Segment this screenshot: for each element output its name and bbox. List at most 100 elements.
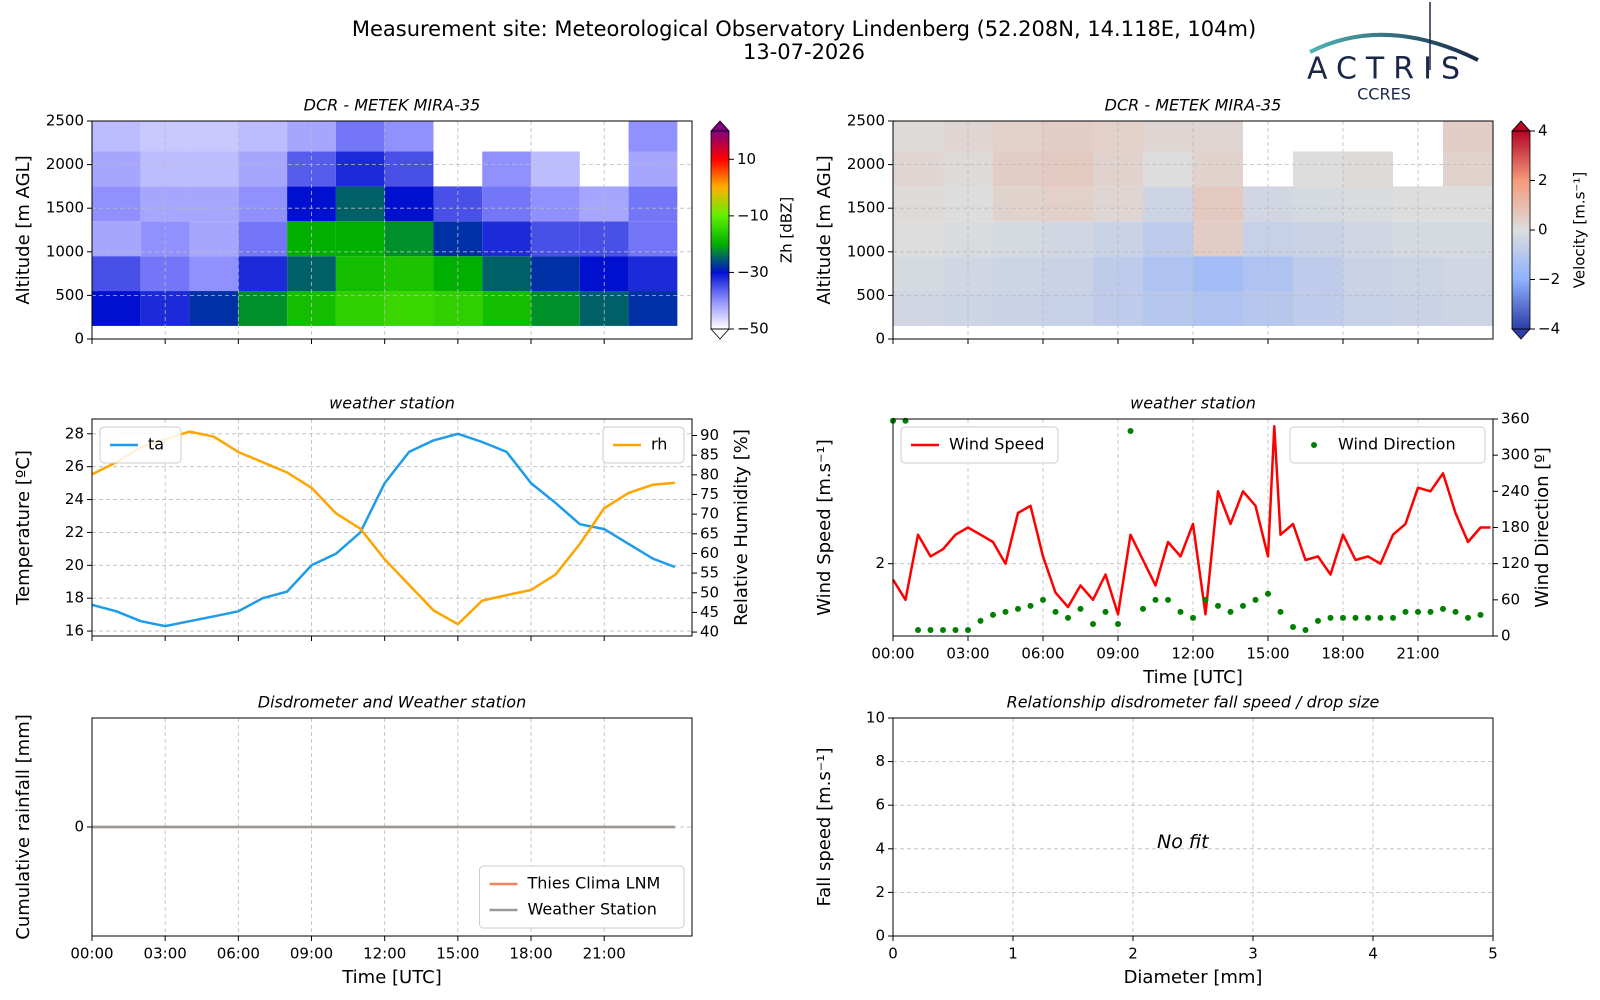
y-tick-label: 2000	[46, 155, 84, 173]
heatmap-cell	[1043, 151, 1093, 187]
y2-tick-label: 80	[700, 465, 719, 483]
data-point	[1365, 614, 1371, 621]
heatmap-cell	[893, 151, 943, 187]
data-point	[1415, 608, 1421, 615]
y-tick-label: 0	[875, 330, 885, 348]
y-axis-label: Altitude [m AGL]	[13, 155, 34, 304]
heatmap-cell	[1293, 151, 1343, 187]
heatmap-cell	[335, 121, 385, 152]
axes-frame	[91, 120, 693, 340]
data-point	[1427, 608, 1434, 615]
legend: ta	[99, 426, 182, 464]
heatmap-cell	[993, 221, 1043, 257]
x-tick-label: 00:00	[871, 645, 914, 663]
y-tick-label: 28	[65, 424, 84, 442]
heatmap-cell	[384, 221, 434, 257]
heatmap-cell	[482, 186, 532, 222]
heatmap-cell	[482, 151, 532, 187]
x-tick-label: 06:00	[1021, 645, 1064, 663]
heatmap-cell	[993, 256, 1043, 292]
heatmap-cell	[893, 256, 943, 292]
x-tick-label: 21:00	[1396, 645, 1439, 663]
data-point	[1340, 614, 1346, 621]
data-point	[1327, 614, 1334, 621]
x-axis-label: Time [UTC]	[1142, 667, 1243, 688]
y-axis-label: Altitude [m AGL]	[814, 155, 835, 304]
heatmap-cell	[628, 186, 678, 222]
y2-tick-label: 240	[1501, 482, 1530, 500]
y-tick-label: 1000	[847, 242, 885, 260]
y-tick-label: 0	[74, 330, 84, 348]
panel: Relationship disdrometer fall speed / dr…	[814, 693, 1498, 989]
data-point	[1227, 608, 1234, 615]
colorbar-tick-label: 10	[737, 150, 756, 168]
y-tick-label: 0	[875, 927, 885, 945]
heatmap-cell	[531, 256, 580, 292]
heatmap-cell	[189, 291, 239, 326]
y-tick-label: 0	[74, 818, 84, 836]
y-tick-label: 20	[65, 556, 84, 574]
heatmap-cell	[1143, 121, 1193, 152]
data-point	[1090, 620, 1096, 627]
panel: Disdrometer and Weather station 00:00 03:0…	[13, 693, 693, 988]
data-point	[990, 611, 996, 618]
data-point	[1465, 614, 1471, 621]
colorbar-tick-label: 4	[1538, 122, 1548, 140]
legend: rh	[602, 426, 685, 464]
heatmap-cell	[92, 121, 141, 152]
heatmap-cell	[1193, 121, 1243, 152]
heatmap-cell	[531, 151, 580, 187]
panel-title: weather station	[1130, 394, 1256, 413]
data-point	[1027, 602, 1034, 609]
heatmap-cell	[993, 151, 1043, 187]
colorbar-tick-label: 2	[1538, 171, 1548, 189]
x-tick-label: 18:00	[509, 945, 552, 963]
heatmap-cell	[1193, 291, 1243, 326]
colorbar	[711, 131, 729, 329]
data-point	[1040, 596, 1046, 603]
data-point	[1002, 608, 1009, 615]
data-point	[1277, 608, 1284, 615]
y2-tick-label: 70	[700, 505, 719, 523]
colorbar-tick-label: 0	[1538, 221, 1548, 239]
heatmap-cell	[238, 186, 288, 222]
legend-label: Weather Station	[528, 900, 657, 919]
data-point	[1315, 617, 1321, 624]
heatmap-cell	[335, 186, 385, 222]
data-point	[1252, 596, 1259, 603]
data-point	[1115, 620, 1121, 627]
data-point	[1240, 602, 1246, 609]
y-tick-label: 500	[55, 286, 84, 304]
heatmap-cell	[1343, 151, 1393, 187]
y-tick-label: 6	[875, 796, 885, 814]
heatmap-cell	[1343, 221, 1393, 257]
y-tick-label: 2000	[847, 155, 885, 173]
y2-tick-label: 40	[700, 623, 719, 641]
heatmap-cell	[1193, 221, 1243, 257]
data-point	[1052, 608, 1059, 615]
y-axis-label: Temperature [ºC]	[13, 450, 34, 606]
heatmap-cell	[92, 186, 141, 222]
heatmap-cell	[1293, 221, 1343, 257]
y-tick-label: 16	[65, 622, 84, 640]
data-point	[1015, 605, 1021, 612]
y-tick-label: 2500	[847, 112, 885, 130]
legend-label: Wind Speed	[949, 435, 1044, 454]
heatmap-cell	[628, 121, 678, 152]
panel-title: weather station	[329, 394, 455, 413]
heatmap-cell	[1193, 186, 1243, 222]
heatmap-cell	[92, 256, 141, 292]
y-tick-label: 1000	[46, 242, 84, 260]
data-point	[1452, 608, 1459, 615]
heatmap-cell	[1443, 256, 1493, 292]
y2-tick-label: 120	[1501, 554, 1530, 572]
data-point	[977, 617, 984, 624]
y-tick-label: 1500	[46, 199, 84, 217]
heatmap-cell	[531, 291, 580, 326]
x-tick-label: 03:00	[144, 945, 187, 963]
heatmap-cell	[1043, 221, 1093, 257]
heatmap-cell	[335, 221, 385, 257]
y-tick-label: 2500	[46, 112, 84, 130]
axes-frame	[892, 717, 1494, 937]
